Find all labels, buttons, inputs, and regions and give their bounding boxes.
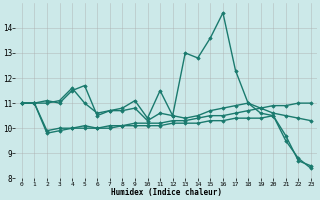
X-axis label: Humidex (Indice chaleur): Humidex (Indice chaleur) (111, 188, 222, 197)
